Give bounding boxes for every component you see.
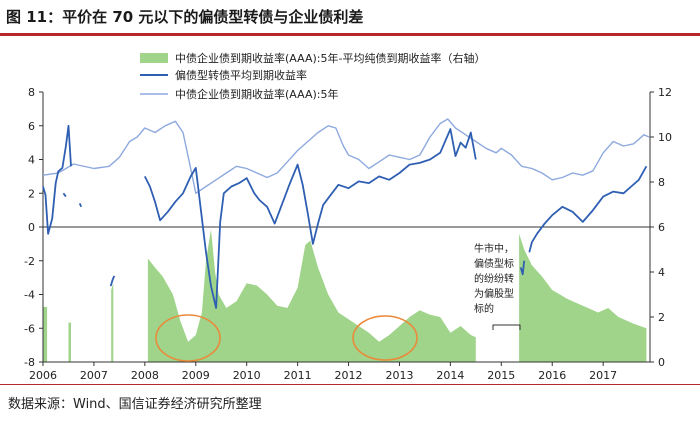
x-tick-label-2: 2008 — [131, 369, 159, 382]
dark-line-segment-6 — [528, 165, 648, 253]
x-tick-label-6: 2012 — [335, 369, 363, 382]
x-tick-label-8: 2014 — [436, 369, 464, 382]
x-tick-label-5: 2011 — [284, 369, 312, 382]
light-line-segment-0 — [42, 118, 650, 195]
highlight-ellipse-2 — [352, 315, 418, 361]
side-note-line-4: 标的 — [474, 302, 494, 315]
area-series-group — [43, 229, 647, 362]
side-note-line-0: 牛市中， — [474, 242, 514, 255]
dark-line-segment-5 — [519, 260, 526, 276]
right-tick-label-4: 4 — [658, 266, 665, 279]
legend-label-0: 中债企业债到期收益率(AAA):5年-平均纯债到期收益率（右轴） — [175, 51, 485, 65]
left-tick-label-6: -4 — [24, 289, 35, 302]
area-segment-1 — [68, 322, 71, 362]
right-tick-label-0: 12 — [658, 86, 672, 99]
x-tick-label-1: 2007 — [80, 369, 108, 382]
legend-swatch-0 — [140, 53, 168, 63]
dark-line-group — [42, 124, 648, 309]
legend: 中债企业债到期收益率(AAA):5年-平均纯债到期收益率（右轴） 偏债型转债平均到… — [140, 51, 485, 101]
right-tick-label-5: 2 — [658, 311, 665, 324]
left-tick-label-7: -6 — [24, 322, 35, 335]
left-tick-label-8: -8 — [24, 356, 35, 369]
title-rule — [0, 33, 700, 36]
area-segment-2 — [111, 283, 114, 362]
source-note: 数据来源：Wind、国信证券经济研究所整理 — [8, 397, 262, 412]
light-line-group — [42, 118, 650, 195]
x-tick-label-10: 2016 — [538, 369, 566, 382]
dark-line-segment-0 — [42, 124, 72, 235]
dark-line-segment-3 — [109, 275, 116, 287]
right-tick-label-3: 6 — [658, 221, 665, 234]
x-tick-label-0: 2006 — [29, 369, 57, 382]
right-tick-label-2: 8 — [658, 176, 665, 189]
left-tick-label-5: -2 — [24, 255, 35, 268]
axes-group: 8 6 4 2 0 -2 -4 -6 -8 12 10 8 6 4 2 0 2006 2007 2008 2009 20… — [24, 86, 672, 382]
dark-line-segment-4 — [143, 128, 477, 309]
left-tick-label-1: 6 — [28, 120, 35, 133]
area-segment-4 — [519, 233, 647, 362]
right-tick-label-6: 0 — [658, 356, 665, 369]
area-segment-0 — [43, 306, 48, 362]
right-tick-label-1: 10 — [658, 131, 672, 144]
area-segment-3 — [147, 229, 476, 362]
dark-line-segment-1 — [62, 192, 67, 198]
source-rule — [0, 384, 700, 385]
side-note-line-3: 为偏股型 — [474, 287, 514, 300]
side-note-line-1: 偏债型标 — [474, 257, 514, 270]
side-note-line-2: 的纷纷转 — [474, 272, 514, 285]
left-tick-label-4: 0 — [28, 221, 35, 234]
highlight-ellipse-1 — [155, 314, 221, 362]
dark-line-segment-2 — [78, 203, 83, 208]
left-tick-label-0: 8 — [28, 86, 35, 99]
x-tick-label-7: 2013 — [385, 369, 413, 382]
x-tick-label-4: 2010 — [233, 369, 261, 382]
left-tick-label-2: 4 — [28, 154, 35, 167]
x-tick-label-9: 2015 — [487, 369, 515, 382]
left-tick-label-3: 2 — [28, 187, 35, 200]
legend-label-2: 中债企业债到期收益率(AAA):5年 — [175, 87, 338, 101]
x-tick-label-11: 2017 — [589, 369, 617, 382]
x-tick-label-3: 2009 — [182, 369, 210, 382]
legend-label-1: 偏债型转债平均到期收益率 — [175, 68, 307, 82]
figure-title: 图 11：平价在 70 元以下的偏债型转债与企业债利差 — [6, 8, 364, 26]
side-note-bracket — [492, 324, 521, 330]
